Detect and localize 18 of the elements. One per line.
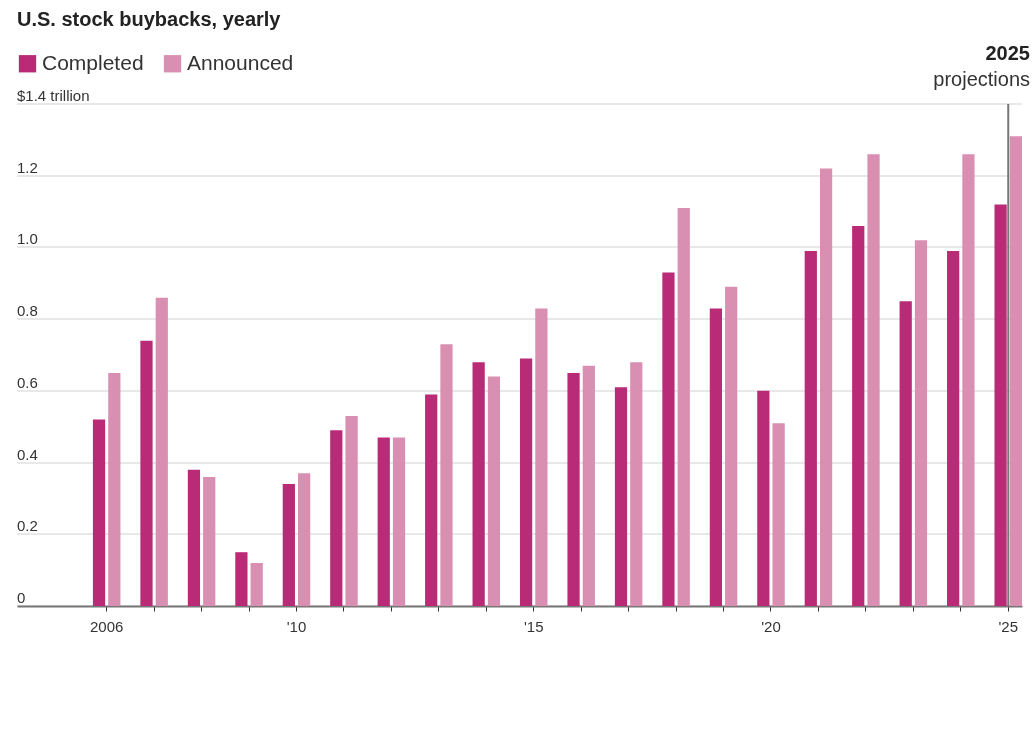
x-tick-label: '15 [523,617,544,635]
ref-line-label: 2025 [985,42,1030,64]
y-tick-label: 0.8 [17,302,38,320]
chart-title: U.S. stock buybacks, yearly [17,8,282,30]
legend-label: Completed [42,50,144,74]
x-tick-label: 2006 [89,617,124,635]
y-tick-label: 1.2 [17,158,38,176]
x-tick-label: '20 [761,617,781,635]
y-tick-label: 0.2 [17,517,38,535]
x-tick-label: '10 [286,617,307,635]
legend-label: Announced [187,50,294,74]
y-tick-label: 1.0 [17,230,38,248]
y-tick-label: 0.4 [17,445,38,463]
y-tick-label: 0.6 [17,373,38,391]
text: projections [933,68,1030,90]
y-tick-label: 0 [17,589,26,606]
x-tick-label: '25 [998,617,1019,635]
y-tick-label: $1.4 trillion [17,87,90,104]
